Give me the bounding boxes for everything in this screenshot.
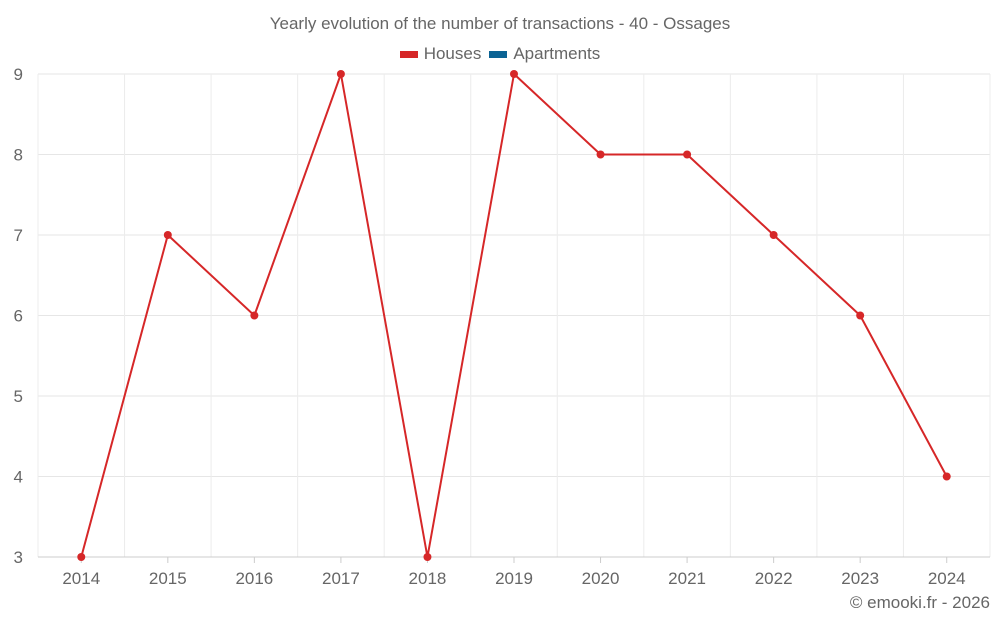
data-point-houses	[250, 311, 259, 320]
legend-label-houses: Houses	[423, 44, 482, 63]
data-point-houses	[683, 150, 692, 159]
x-tick-label: 2021	[668, 569, 706, 588]
legend-label-apartments: Apartments	[513, 44, 601, 63]
legend-item-houses[interactable]: Houses	[399, 44, 482, 64]
data-point-houses	[510, 70, 518, 78]
data-point-houses	[336, 70, 345, 78]
y-tick-label: 3	[14, 548, 23, 567]
x-tick-label: 2023	[841, 569, 879, 588]
credit-text: © emooki.fr - 2026	[849, 593, 990, 612]
data-point-houses	[942, 472, 951, 481]
chart-title: Yearly evolution of the number of transa…	[269, 14, 731, 33]
x-tick-label: 2022	[755, 569, 793, 588]
x-tick-label: 2015	[149, 569, 187, 588]
x-tick-label: 2016	[235, 569, 273, 588]
data-point-houses	[423, 553, 432, 561]
y-tick-label: 8	[14, 146, 23, 165]
data-point-houses	[163, 231, 172, 239]
y-tick-label: 4	[14, 468, 23, 487]
x-tick-label: 2014	[62, 569, 100, 588]
x-tick-label: 2018	[409, 569, 447, 588]
legend: Houses Apartments	[0, 44, 1000, 64]
legend-swatch-apartments	[489, 50, 508, 58]
x-tick-label: 2020	[582, 569, 620, 588]
y-tick-label: 9	[14, 65, 23, 84]
x-tick-label: 2024	[928, 569, 966, 588]
data-point-houses	[856, 311, 865, 320]
legend-item-apartments[interactable]: Apartments	[489, 44, 600, 64]
x-tick-label: 2017	[322, 569, 360, 588]
data-point-houses	[769, 231, 778, 239]
x-tick-label: 2019	[495, 569, 533, 588]
y-tick-label: 7	[14, 226, 23, 245]
y-tick-label: 6	[14, 307, 23, 326]
legend-swatch-houses	[399, 50, 418, 58]
data-point-houses	[596, 150, 605, 159]
data-point-houses	[77, 553, 86, 561]
y-tick-label: 5	[14, 387, 23, 406]
